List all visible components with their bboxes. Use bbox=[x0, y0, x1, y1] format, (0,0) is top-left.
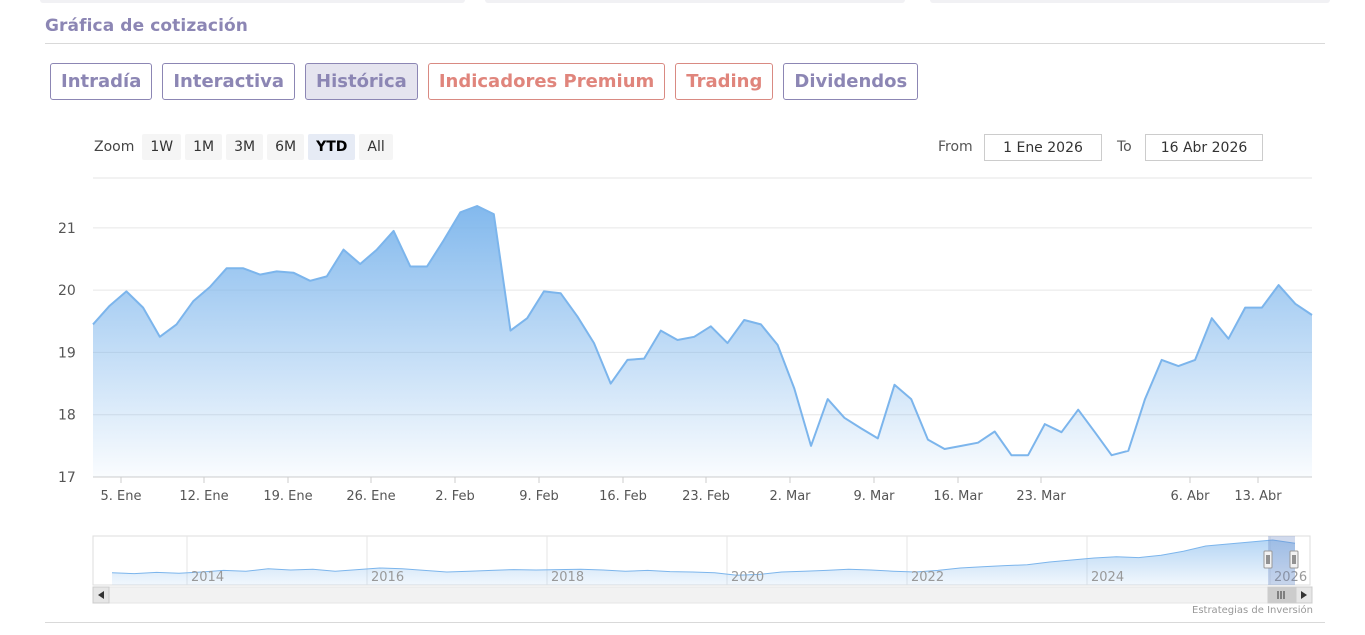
top-strip bbox=[0, 0, 1365, 4]
navigator-area bbox=[112, 540, 1295, 585]
zoom-1m-button[interactable]: 1M bbox=[185, 134, 223, 160]
x-tick-label: 2. Mar bbox=[769, 489, 811, 504]
y-tick-label: 18 bbox=[58, 408, 76, 424]
navigator-handle[interactable] bbox=[1263, 550, 1273, 569]
navigator-year-label: 2022 bbox=[911, 570, 944, 585]
zoom-label: Zoom bbox=[94, 139, 135, 155]
arrow-right-icon bbox=[1301, 591, 1307, 599]
tab-intradia[interactable]: Intradía bbox=[50, 63, 153, 100]
x-tick-label: 6. Abr bbox=[1170, 489, 1210, 504]
top-card-edge bbox=[40, 0, 465, 3]
zoom-1w-button[interactable]: 1W bbox=[142, 134, 182, 160]
y-tick-label: 20 bbox=[58, 283, 76, 299]
navigator-year-label: 2024 bbox=[1091, 570, 1124, 585]
x-tick-label: 16. Feb bbox=[599, 489, 647, 504]
navigator-year-label: 2026 bbox=[1274, 570, 1307, 585]
arrow-left-icon bbox=[98, 591, 104, 599]
zoom-all-button[interactable]: All bbox=[359, 134, 393, 160]
navigator-year-label: 2014 bbox=[191, 570, 224, 585]
tab-trading[interactable]: Trading bbox=[675, 63, 774, 100]
range-from-input[interactable]: 1 Ene 2026 bbox=[984, 134, 1102, 161]
zoom-3m-button[interactable]: 3M bbox=[226, 134, 264, 160]
scrollbar-track[interactable] bbox=[92, 586, 1313, 604]
x-tick-label: 2. Feb bbox=[435, 489, 475, 504]
price-series bbox=[92, 205, 1313, 477]
navigator-line bbox=[111, 539, 1296, 576]
range-from-label: From bbox=[938, 139, 973, 155]
navigator-year-label: 2016 bbox=[371, 570, 404, 585]
navigator-handle[interactable] bbox=[1289, 550, 1299, 569]
series-area bbox=[93, 206, 1312, 477]
x-tick-label: 9. Feb bbox=[519, 489, 559, 504]
y-tick-label: 19 bbox=[58, 345, 76, 361]
navigator-year-label: 2018 bbox=[551, 570, 584, 585]
x-axis: 5. Ene 12. Ene 19. Ene 26. Ene 2. Feb 9. Feb 1… bbox=[101, 477, 1282, 504]
x-tick-label: 26. Ene bbox=[346, 489, 395, 504]
x-tick-label: 13. Abr bbox=[1234, 489, 1282, 504]
section-title: Gráfica de cotización bbox=[45, 16, 248, 36]
navigator-year-label: 2020 bbox=[731, 570, 764, 585]
divider bbox=[45, 43, 1325, 44]
x-tick-label: 23. Feb bbox=[682, 489, 730, 504]
x-tick-label: 9. Mar bbox=[853, 489, 895, 504]
range-to-label: To bbox=[1117, 139, 1132, 155]
x-tick-label: 19. Ene bbox=[263, 489, 312, 504]
chart-tabs: Intradía Interactiva Histórica Indicador… bbox=[50, 63, 919, 100]
top-card-edge bbox=[485, 0, 905, 3]
x-tick-label: 23. Mar bbox=[1016, 489, 1066, 504]
zoom-6m-button[interactable]: 6M bbox=[267, 134, 305, 160]
chart-credit: Estrategias de Inversión bbox=[1192, 605, 1313, 616]
tab-indicadores-premium[interactable]: Indicadores Premium bbox=[427, 63, 666, 100]
zoom-selector: Zoom 1W 1M 3M 6M YTD All bbox=[94, 134, 393, 160]
x-tick-label: 12. Ene bbox=[179, 489, 228, 504]
tab-dividendos[interactable]: Dividendos bbox=[783, 63, 919, 100]
y-axis: 17 18 19 20 21 bbox=[58, 221, 76, 486]
top-card-edge bbox=[930, 0, 1330, 3]
tab-historica[interactable]: Histórica bbox=[305, 63, 418, 100]
y-tick-label: 17 bbox=[58, 470, 76, 486]
x-tick-label: 5. Ene bbox=[101, 489, 142, 504]
tab-interactiva[interactable]: Interactiva bbox=[162, 63, 296, 100]
series-line bbox=[92, 205, 1313, 457]
zoom-ytd-button[interactable]: YTD bbox=[308, 134, 356, 160]
y-tick-label: 21 bbox=[58, 221, 76, 237]
divider bbox=[45, 622, 1325, 623]
navigator: 2014 2016 2018 2020 2022 2024 2026 bbox=[92, 535, 1313, 604]
x-tick-label: 16. Mar bbox=[933, 489, 983, 504]
range-to-input[interactable]: 16 Abr 2026 bbox=[1145, 134, 1263, 161]
